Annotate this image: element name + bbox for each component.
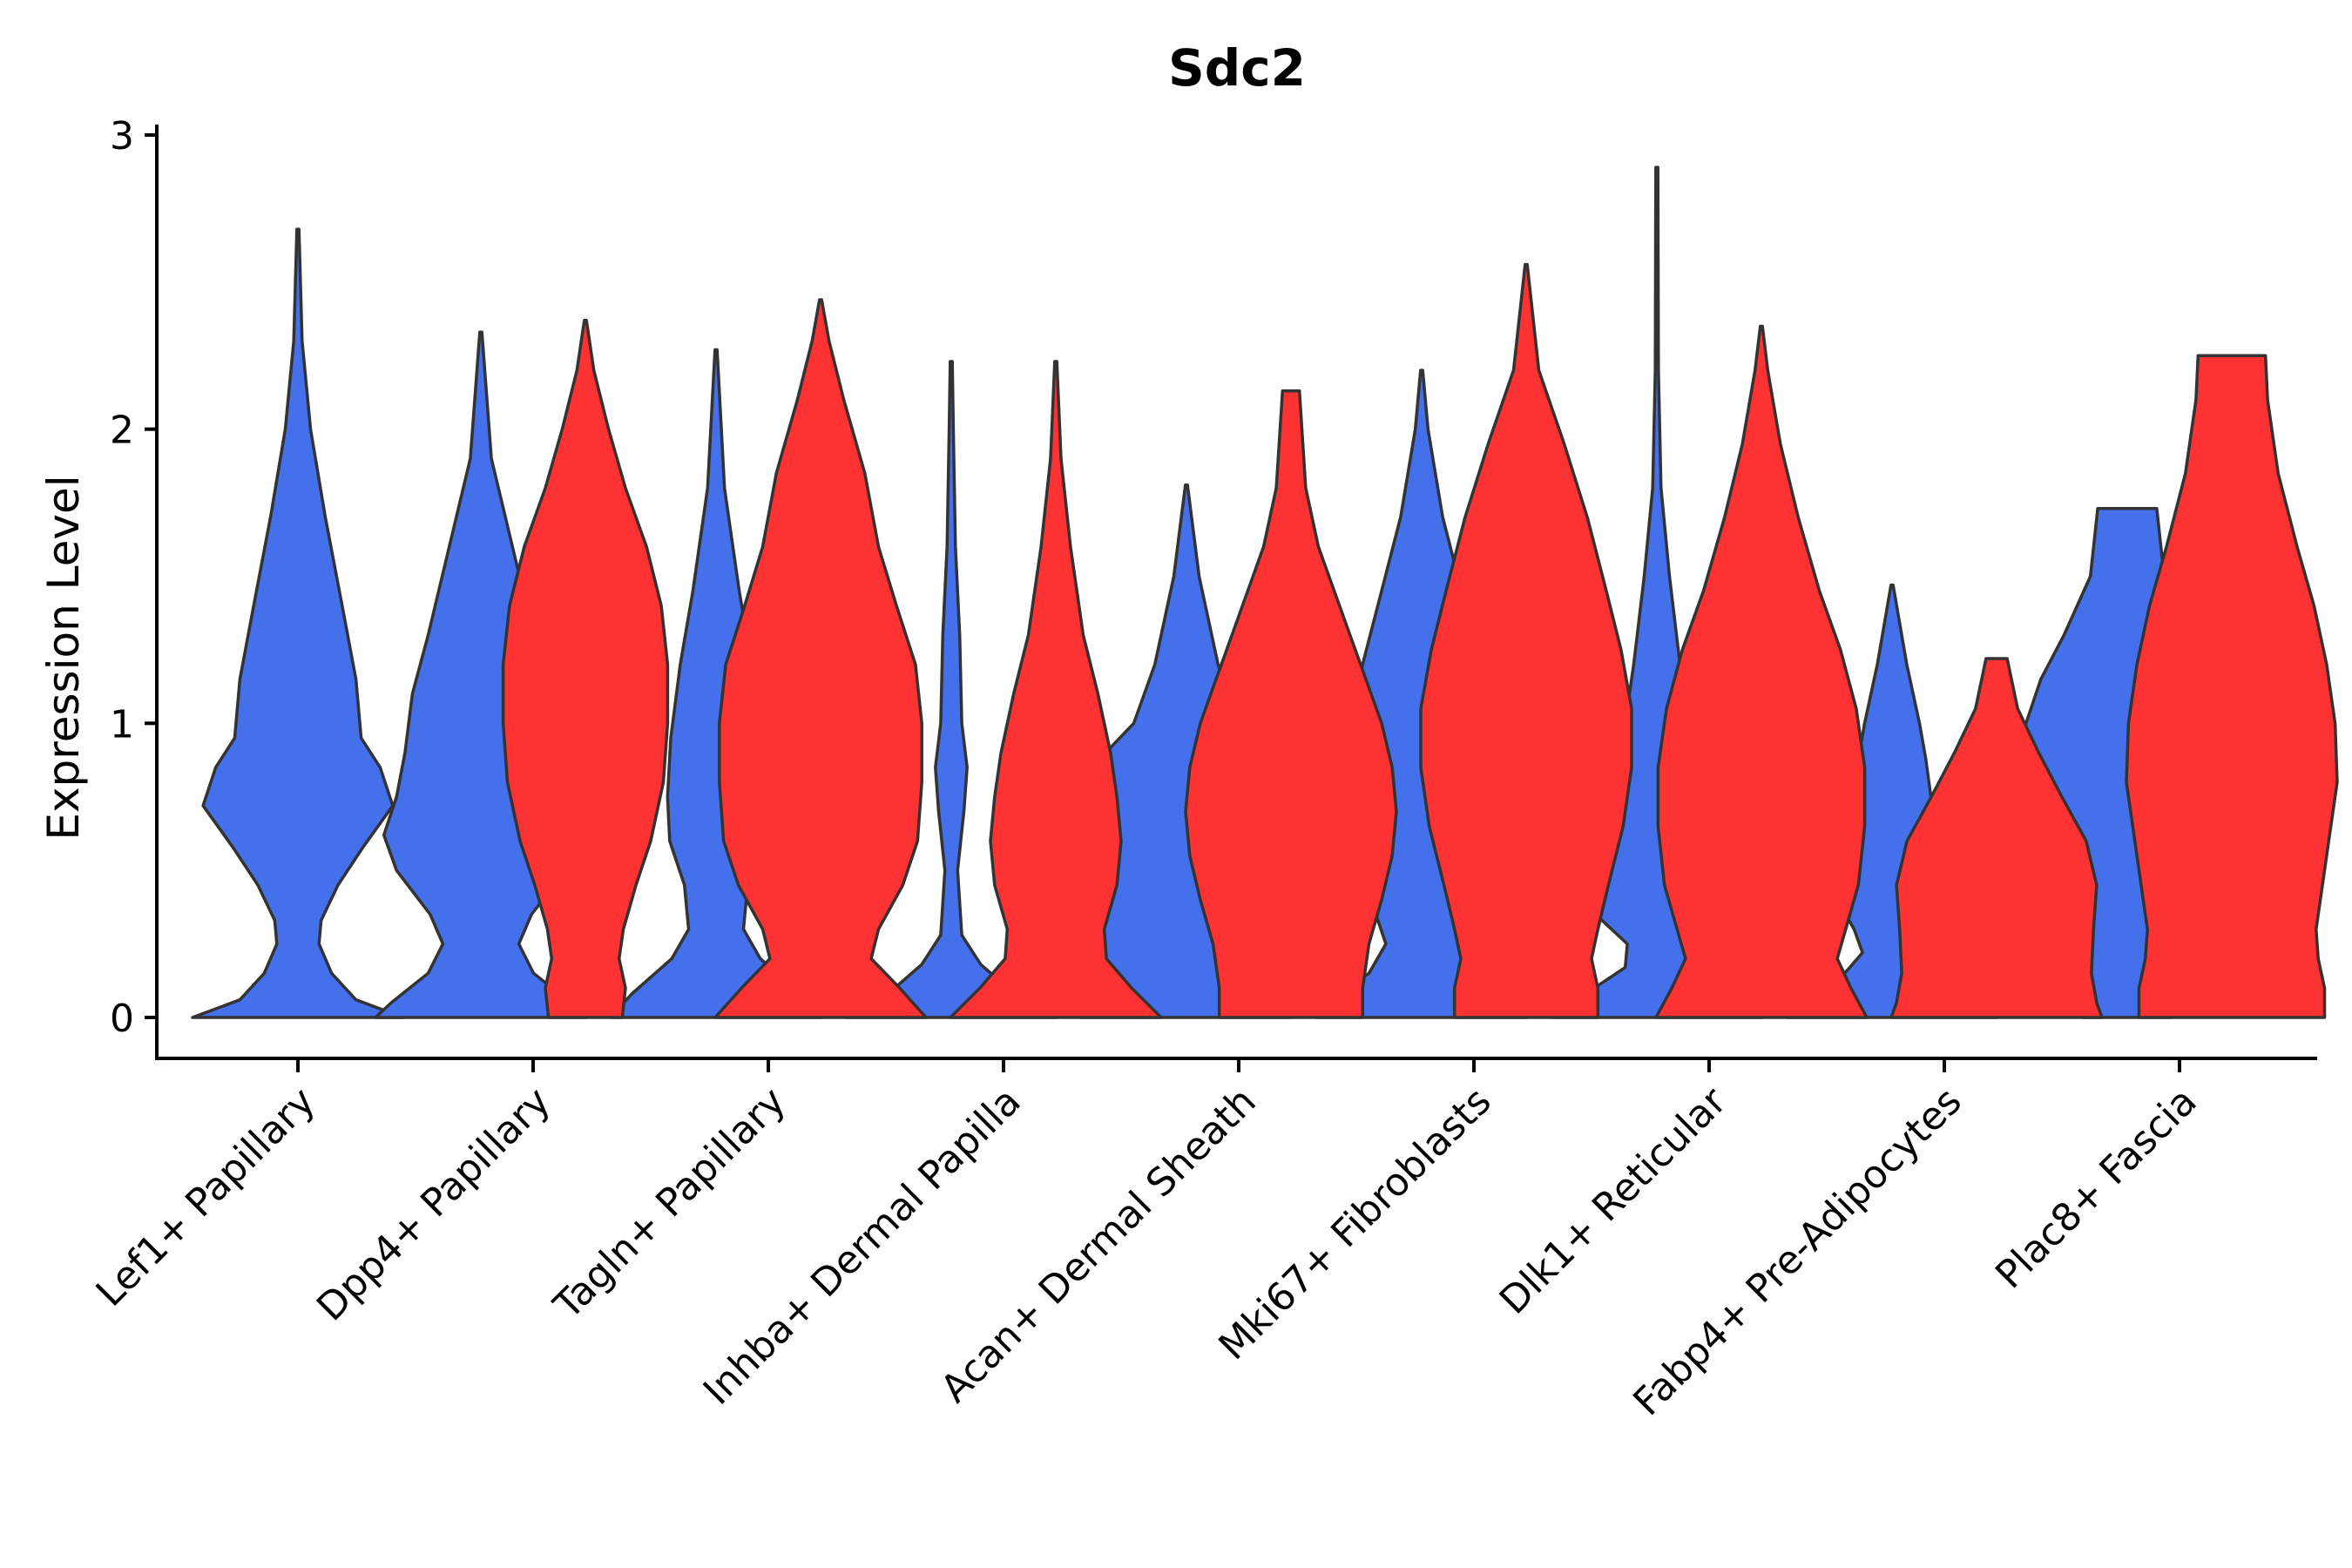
y-tick-label: 3	[110, 114, 134, 159]
violin-red-fabp4-pre-adipocytes	[1889, 657, 2104, 1019]
x-tick-label: Dlk1+ Reticular	[1491, 1078, 1736, 1323]
x-tick-label: Mki67+ Fibroblasts	[1210, 1079, 1499, 1369]
violin-red-inhba-dermal-papilla	[949, 360, 1163, 1019]
violin-blue-lef1-papillary	[191, 227, 405, 1019]
chart-title: Sdc2	[1168, 38, 1306, 98]
violin-red-tagln-papillary	[713, 298, 928, 1019]
violin-red-plac8-fascia	[2125, 354, 2339, 1019]
x-tick-label: Tagln+ Papillary	[545, 1079, 794, 1328]
y-tick-label: 0	[110, 997, 134, 1041]
violin-red-dpp4-papillary	[501, 318, 670, 1019]
x-tick-label: Plac8+ Fascia	[1987, 1079, 2206, 1298]
axes	[155, 125, 2317, 1060]
y-tick-label: 2	[110, 409, 134, 453]
violin-blue-inhba-dermal-papilla	[844, 360, 1058, 1019]
x-tick-label: Dpp4+ Papillary	[308, 1079, 559, 1330]
violin-layer	[191, 166, 2339, 1019]
y-axis-label: Expression Level	[38, 475, 89, 840]
y-ticks: 0 1 2 3	[110, 114, 157, 1041]
y-tick-label: 1	[110, 702, 134, 747]
x-tick-label: Lef1+ Papillary	[88, 1079, 324, 1315]
violin-red-mki67-fibroblasts	[1419, 262, 1633, 1019]
violin-red-dlk1-reticular	[1654, 324, 1869, 1019]
violin-red-acan-dermal-sheath	[1184, 389, 1398, 1019]
